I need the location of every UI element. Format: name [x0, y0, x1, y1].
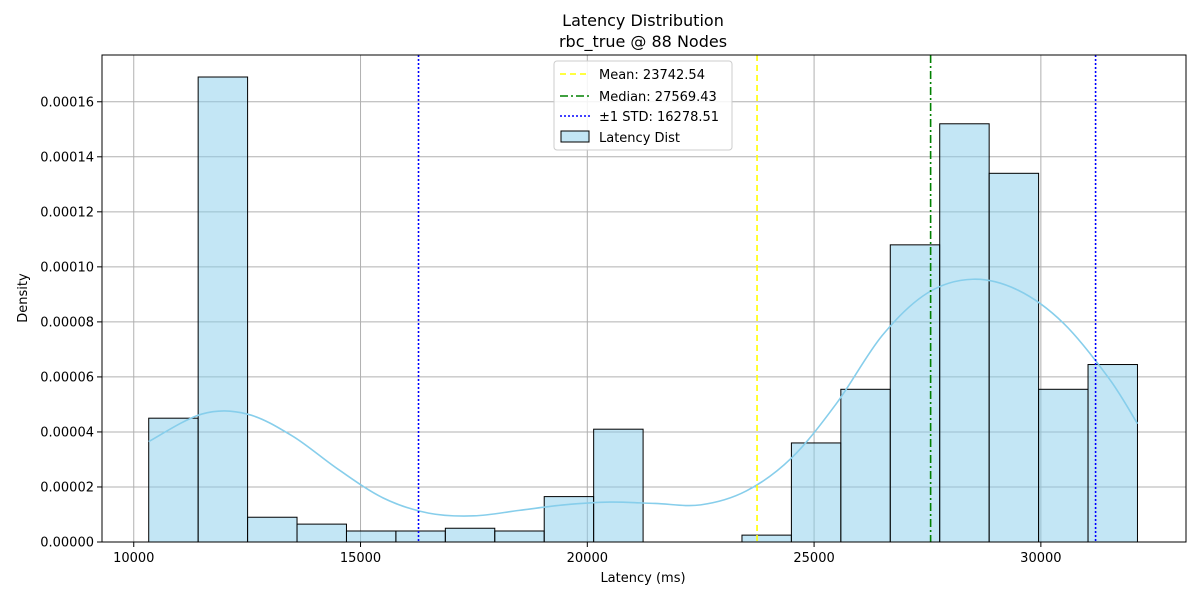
y-tick-label: 0.00002: [40, 480, 94, 495]
histogram-bars: [148, 76, 1138, 543]
x-axis-ticks: 10000 15000 20000 25000 30000: [113, 542, 1062, 566]
legend-mean-label: Mean: 23742.54: [599, 68, 705, 83]
chart-subtitle: rbc_true @ 88 Nodes: [559, 32, 727, 52]
legend-hist-swatch: [560, 130, 590, 143]
y-tick-label: 0.00012: [40, 205, 94, 220]
x-tick-label: 10000: [113, 551, 154, 566]
y-tick-label: 0.00014: [40, 150, 94, 165]
x-tick-label: 25000: [793, 551, 834, 566]
y-tick-label: 0.00004: [40, 425, 94, 440]
kde-curve: [148, 278, 1139, 517]
legend: Mean: 23742.54 Median: 27569.43 ±1 STD: …: [553, 60, 733, 151]
histogram-bar: [988, 172, 1040, 543]
histogram-bar: [345, 530, 397, 543]
histogram-bar: [494, 530, 545, 543]
chart-title: Latency Distribution: [562, 11, 724, 30]
legend-box: [553, 60, 733, 151]
y-tick-label: 0.00006: [40, 370, 94, 385]
y-axis-label: Density: [16, 273, 31, 323]
y-tick-label: 0.00000: [40, 536, 94, 551]
y-axis-ticks: 0.00000 0.00002 0.00004 0.00006 0.00008 0.000…: [40, 95, 102, 551]
x-tick-label: 15000: [340, 551, 381, 566]
y-tick-label: 0.00016: [40, 95, 94, 110]
histogram-bar: [741, 534, 792, 543]
histogram-bar: [296, 523, 347, 543]
x-tick-label: 20000: [567, 551, 608, 566]
legend-std-label: ±1 STD: 16278.51: [599, 110, 719, 125]
histogram-bar: [840, 388, 891, 543]
legend-hist-label: Latency Dist: [599, 131, 680, 146]
y-tick-label: 0.00008: [40, 315, 94, 330]
histogram-bar: [247, 516, 298, 543]
histogram-bar: [395, 530, 446, 543]
y-tick-label: 0.00010: [40, 260, 94, 275]
x-tick-label: 30000: [1020, 551, 1061, 566]
kde-line: [148, 278, 1139, 517]
stat-lines: [417, 55, 1097, 542]
histogram-bar: [790, 442, 842, 543]
histogram-bar: [1038, 388, 1089, 543]
histogram-bar: [593, 428, 644, 543]
x-axis-label: Latency (ms): [600, 571, 685, 586]
histogram-bar: [889, 244, 941, 543]
plot-frame: [101, 54, 1187, 543]
histogram-bar: [939, 123, 990, 543]
histogram-bar: [197, 76, 249, 543]
histogram-bar: [444, 527, 496, 543]
legend-median-label: Median: 27569.43: [599, 90, 717, 105]
